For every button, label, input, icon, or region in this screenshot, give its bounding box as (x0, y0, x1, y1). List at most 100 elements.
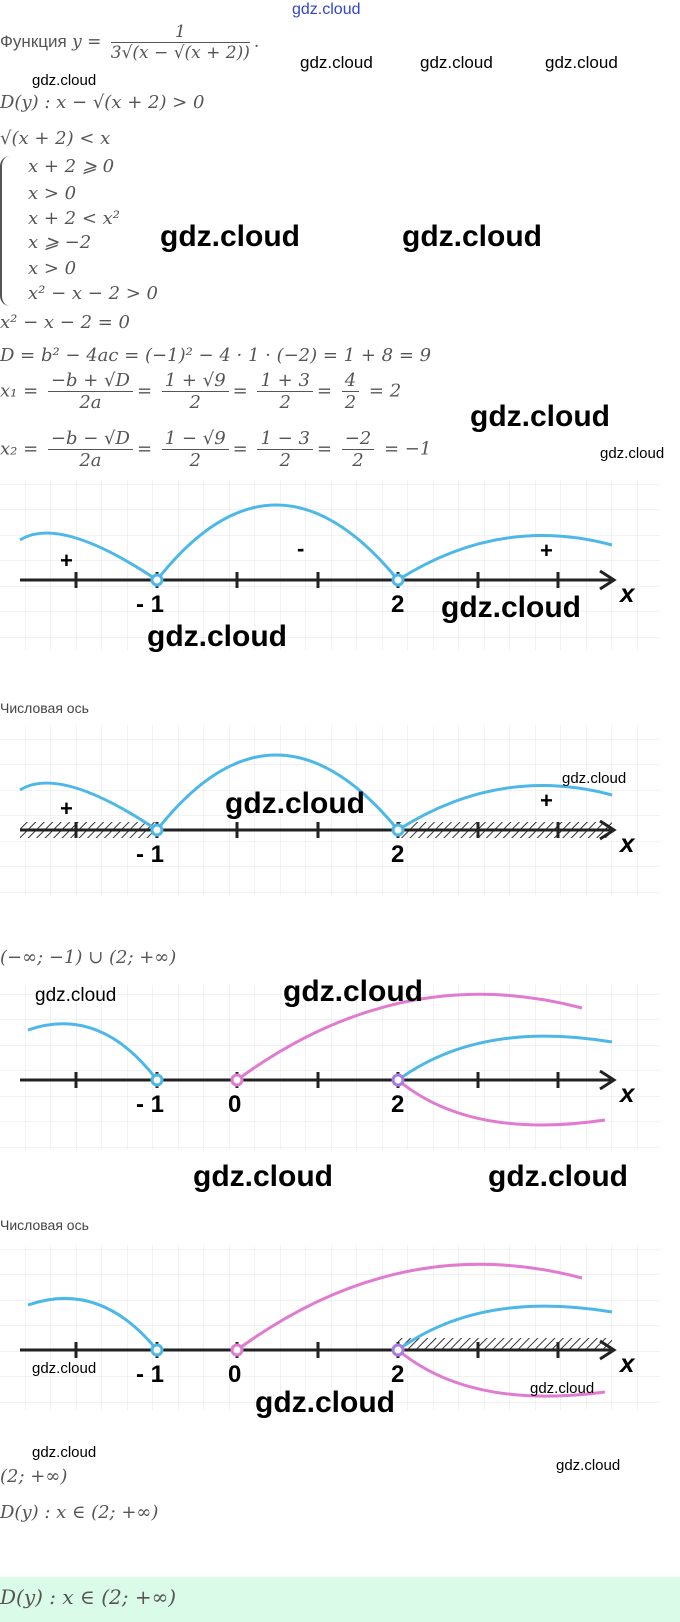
sign-arc (397, 784, 613, 832)
point-label-2: 2 (391, 841, 404, 868)
root-x2: x₂ = −b − √D 2a = 1 − √9 2 = 1 − 3 2 = −2 2 = −… (0, 428, 432, 471)
x1-result: = 2 (368, 380, 402, 402)
point-label-minus-1: - 1 (136, 591, 164, 618)
open-point (391, 1343, 405, 1357)
watermark: gdz.cloud (32, 1444, 97, 1461)
watermark: gdz.cloud (193, 1160, 333, 1193)
system1-line: x > 0 (28, 183, 77, 204)
watermark: gdz.cloud (300, 53, 373, 72)
watermark: gdz.cloud (441, 591, 581, 624)
axis-arrow (599, 1069, 617, 1091)
sign-arc (397, 534, 613, 582)
sign-arc (397, 1078, 606, 1127)
sign-arc (236, 1262, 583, 1352)
quadratic-equation: x² − x − 2 = 0 (0, 312, 130, 333)
point-label-minus-1: - 1 (136, 1091, 164, 1118)
open-point (150, 1343, 164, 1357)
watermark: gdz.cloud (32, 1360, 97, 1377)
frac-den: 2a (79, 450, 102, 471)
sign-arc (397, 1304, 613, 1352)
frac-num: −2 (341, 428, 375, 450)
watermark: gdz.cloud (225, 787, 365, 820)
watermark: gdz.cloud (420, 53, 493, 72)
func-label: Функция (0, 32, 67, 51)
system-brace (0, 156, 18, 306)
hatched-region (398, 1338, 612, 1350)
sign-arc (236, 992, 583, 1082)
interval-result-2: (2; +∞) (0, 1466, 68, 1487)
frac-num: 1 + 3 (257, 370, 313, 392)
frac-den: 2 (189, 450, 201, 471)
sign-label: + (60, 548, 73, 573)
frac-num: 4 (341, 370, 360, 392)
open-point (391, 1073, 405, 1087)
x2-lhs: x₂ = (0, 438, 39, 460)
site-logo[interactable]: gdz.cloud (292, 1, 361, 18)
func-denominator: 3√(x − √(x + 2)) (110, 42, 250, 63)
answer-text: D(y) : x ∈ (2; +∞) (0, 1585, 177, 1609)
watermark: gdz.cloud (35, 985, 117, 1006)
func-lhs: y = (72, 32, 102, 52)
open-point (150, 1073, 164, 1087)
sign-label: + (540, 788, 553, 813)
system2-line: x > 0 (28, 258, 77, 279)
watermark: gdz.cloud (470, 400, 610, 433)
open-point (230, 1073, 244, 1087)
interval-result: (−∞; −1) ∪ (2; +∞) (0, 947, 177, 968)
sign-arc (27, 1297, 159, 1351)
grid-background (0, 1245, 660, 1410)
grid-background (0, 985, 660, 1150)
frac-num: 1 + √9 (161, 370, 229, 392)
system2-line: x ⩾ −2 (28, 232, 92, 253)
watermark: gdz.cloud (32, 72, 97, 89)
watermark: gdz.cloud (147, 620, 287, 653)
sign-arc (155, 753, 400, 831)
point-label-2: 2 (391, 1091, 404, 1118)
axis-arrow (599, 819, 617, 841)
point-label-minus-1: - 1 (136, 1361, 164, 1388)
grid-background (0, 725, 660, 895)
point-label-2: 2 (391, 1361, 404, 1388)
grid-background (0, 480, 660, 650)
open-point (230, 1343, 244, 1357)
sign-label: - (297, 536, 304, 561)
diagram-caption: Числовая ось (0, 1217, 89, 1233)
sign-arc (397, 1034, 613, 1082)
watermark: gdz.cloud (600, 445, 665, 462)
domain-result: D(y) : x ∈ (2; +∞) (0, 1502, 159, 1523)
open-point (150, 823, 164, 837)
watermark: gdz.cloud (402, 220, 542, 253)
frac-den: 2 (352, 450, 364, 471)
watermark: gdz.cloud (255, 1386, 395, 1419)
sign-label: + (540, 538, 553, 563)
frac-den: 2a (79, 392, 102, 413)
x2-result: = −1 (384, 438, 432, 460)
watermark: gdz.cloud (160, 220, 300, 253)
open-point (391, 573, 405, 587)
sign-label: + (60, 796, 73, 821)
axis-arrow (599, 1339, 617, 1361)
axis-arrow (599, 569, 617, 591)
axis-label: x (618, 578, 636, 608)
sign-arc (27, 1022, 159, 1081)
frac-den: 2 (279, 450, 291, 471)
sign-arc (19, 531, 158, 582)
x1-lhs: x₁ = (0, 380, 39, 402)
watermark: gdz.cloud (283, 975, 423, 1008)
axis-label: x (618, 1348, 636, 1378)
frac-den: 2 (189, 392, 201, 413)
watermark: gdz.cloud (530, 1380, 595, 1397)
point-label-0: 0 (228, 1091, 241, 1118)
watermark: gdz.cloud (545, 53, 618, 72)
system1-line: x + 2 < x² (28, 208, 121, 229)
point-label-2: 2 (391, 591, 404, 618)
frac-num: 1 − 3 (257, 428, 313, 450)
domain-condition: D(y) : x − √(x + 2) > 0 (0, 92, 205, 113)
answer-box: D(y) : x ∈ (2; +∞) (0, 1577, 680, 1622)
axis-label: x (618, 1078, 636, 1108)
frac-den: 2 (279, 392, 291, 413)
open-point (391, 823, 405, 837)
point-label-0: 0 (228, 1361, 241, 1388)
